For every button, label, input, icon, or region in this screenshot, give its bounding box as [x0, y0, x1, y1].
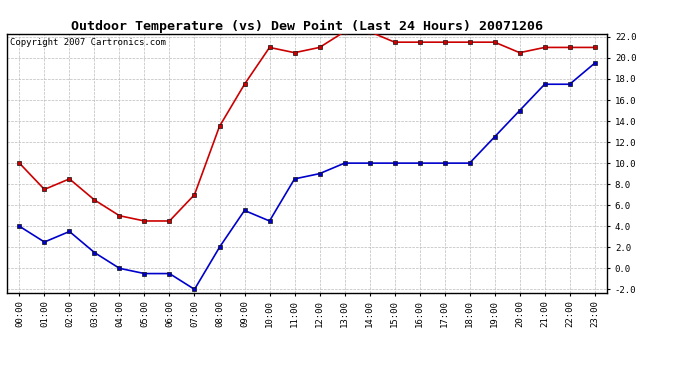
Text: Copyright 2007 Cartronics.com: Copyright 2007 Cartronics.com — [10, 38, 166, 46]
Title: Outdoor Temperature (vs) Dew Point (Last 24 Hours) 20071206: Outdoor Temperature (vs) Dew Point (Last… — [71, 20, 543, 33]
